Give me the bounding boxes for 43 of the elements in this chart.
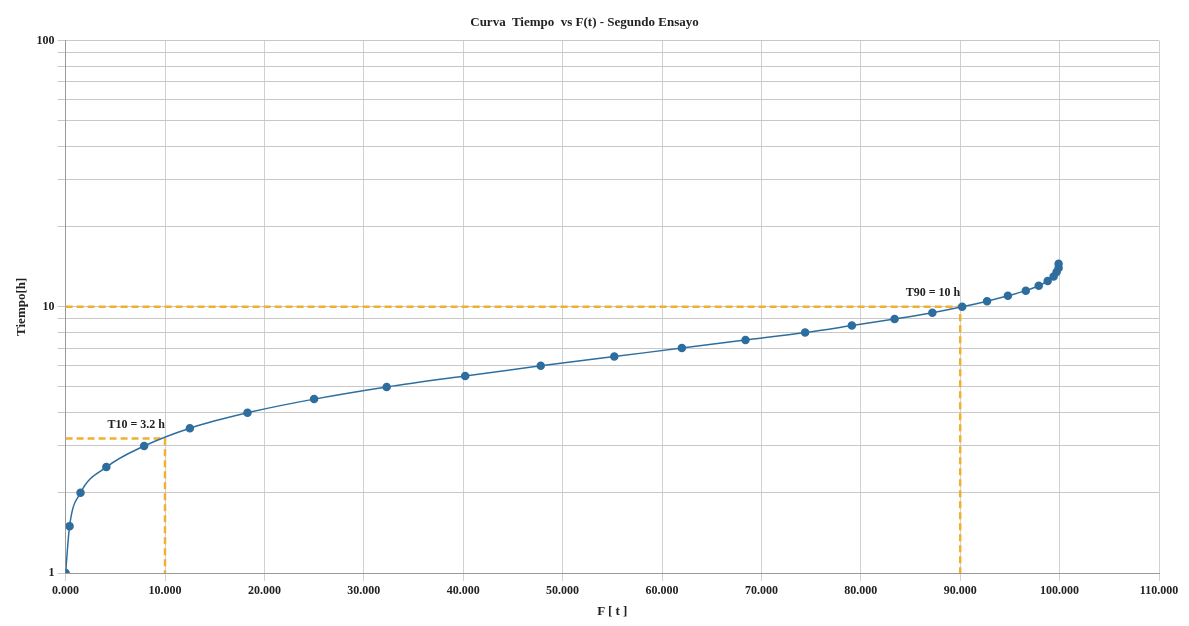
point — [139, 441, 149, 451]
point — [957, 302, 967, 312]
point — [243, 408, 252, 417]
point — [76, 488, 85, 498]
point — [309, 394, 319, 404]
point — [1034, 281, 1043, 290]
point — [102, 462, 111, 472]
point — [890, 314, 899, 324]
x-tick-label: 0.000 — [52, 583, 80, 598]
y-tick-label: 1 — [48, 565, 55, 580]
chart-title: Curva Tiempo vs F(t) - Segundo Ensayo — [470, 14, 699, 30]
point — [677, 343, 687, 353]
point — [382, 382, 391, 392]
annotation: T90 = 10 h — [905, 284, 961, 299]
point — [847, 321, 857, 330]
point — [460, 371, 470, 381]
point — [65, 521, 74, 531]
y-tick-label: 10 — [42, 298, 55, 313]
y-tick-label: 100 — [36, 32, 55, 47]
y-axis-title: Tiempo[h] — [13, 277, 29, 336]
x-tick-label: 60.000 — [645, 583, 679, 598]
point — [1043, 276, 1052, 286]
point — [982, 296, 992, 306]
point — [1021, 286, 1031, 295]
annotation: T10 = 3.2 h — [107, 416, 166, 431]
x-tick-label: 110.000 — [1139, 583, 1179, 598]
x-tick-label: 90.000 — [943, 583, 977, 598]
x-tick-label: 30.000 — [347, 583, 381, 598]
point — [610, 352, 619, 361]
x-tick-label: 10.000 — [148, 583, 182, 598]
x-tick-label: 40.000 — [446, 583, 480, 598]
point — [1003, 291, 1013, 301]
x-tick-label: 20.000 — [247, 583, 281, 598]
x-tick-label: 70.000 — [744, 583, 778, 598]
point — [741, 335, 750, 345]
x-tick-label: 80.000 — [844, 583, 878, 598]
x-tick-label: 50.000 — [546, 583, 580, 598]
x-axis-title: F [ t ] — [597, 602, 628, 618]
point — [928, 308, 937, 317]
point — [185, 423, 195, 433]
x-tick-label: 100.000 — [1040, 583, 1080, 598]
point — [800, 328, 810, 337]
point — [536, 361, 545, 371]
